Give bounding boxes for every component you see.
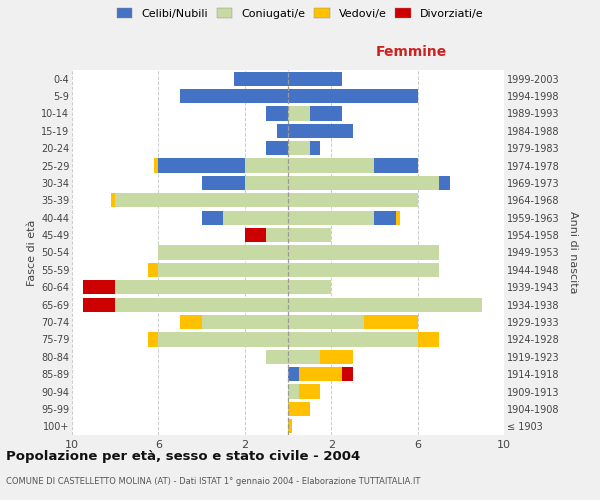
Bar bbox=[288, 384, 299, 398]
Bar bbox=[83, 298, 115, 312]
Bar bbox=[288, 315, 364, 329]
Bar bbox=[148, 263, 158, 277]
Bar bbox=[310, 141, 320, 156]
Bar bbox=[364, 315, 418, 329]
Bar bbox=[288, 193, 418, 208]
Bar bbox=[158, 246, 288, 260]
Bar bbox=[288, 124, 353, 138]
Bar bbox=[288, 298, 482, 312]
Bar bbox=[288, 280, 331, 294]
Bar bbox=[374, 210, 396, 225]
Bar bbox=[245, 228, 266, 242]
Text: Popolazione per età, sesso e stato civile - 2004: Popolazione per età, sesso e stato civil… bbox=[6, 450, 360, 463]
Bar bbox=[266, 228, 288, 242]
Bar bbox=[418, 332, 439, 346]
Bar bbox=[288, 332, 418, 346]
Bar bbox=[158, 332, 288, 346]
Bar bbox=[288, 263, 439, 277]
Bar bbox=[83, 280, 115, 294]
Bar bbox=[115, 298, 288, 312]
Bar bbox=[266, 141, 288, 156]
Bar bbox=[148, 332, 158, 346]
Bar bbox=[299, 384, 320, 398]
Bar bbox=[288, 246, 439, 260]
Bar bbox=[288, 176, 439, 190]
Bar bbox=[180, 315, 202, 329]
Bar bbox=[180, 89, 288, 103]
Bar bbox=[288, 419, 292, 434]
Bar bbox=[396, 210, 400, 225]
Bar bbox=[288, 367, 299, 382]
Bar bbox=[288, 228, 331, 242]
Y-axis label: Anni di nascita: Anni di nascita bbox=[568, 211, 578, 294]
Bar bbox=[158, 263, 288, 277]
Bar bbox=[288, 350, 320, 364]
Bar bbox=[202, 315, 288, 329]
Bar bbox=[288, 72, 342, 86]
Bar bbox=[288, 141, 310, 156]
Bar bbox=[288, 402, 310, 416]
Bar bbox=[245, 158, 288, 172]
Bar bbox=[288, 158, 374, 172]
Text: COMUNE DI CASTELLETTO MOLINA (AT) - Dati ISTAT 1° gennaio 2004 - Elaborazione TU: COMUNE DI CASTELLETTO MOLINA (AT) - Dati… bbox=[6, 478, 421, 486]
Bar bbox=[115, 280, 288, 294]
Y-axis label: Fasce di età: Fasce di età bbox=[26, 220, 37, 286]
Text: Femmine: Femmine bbox=[376, 45, 447, 59]
Legend: Celibi/Nubili, Coniugati/e, Vedovi/e, Divorziati/e: Celibi/Nubili, Coniugati/e, Vedovi/e, Di… bbox=[115, 6, 485, 21]
Bar bbox=[111, 193, 115, 208]
Bar bbox=[310, 106, 342, 120]
Bar bbox=[202, 210, 223, 225]
Bar bbox=[158, 158, 245, 172]
Bar bbox=[154, 158, 158, 172]
Bar bbox=[115, 193, 288, 208]
Bar bbox=[266, 106, 288, 120]
Bar bbox=[439, 176, 450, 190]
Bar bbox=[288, 89, 418, 103]
Bar bbox=[266, 350, 288, 364]
Bar bbox=[374, 158, 418, 172]
Bar bbox=[288, 210, 374, 225]
Bar bbox=[223, 210, 288, 225]
Bar bbox=[342, 367, 353, 382]
Bar bbox=[320, 350, 353, 364]
Bar bbox=[234, 72, 288, 86]
Bar bbox=[299, 367, 342, 382]
Bar bbox=[202, 176, 245, 190]
Bar bbox=[277, 124, 288, 138]
Bar bbox=[245, 176, 288, 190]
Bar bbox=[288, 106, 310, 120]
